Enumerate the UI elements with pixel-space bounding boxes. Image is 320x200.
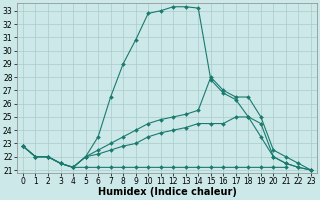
X-axis label: Humidex (Indice chaleur): Humidex (Indice chaleur) [98,187,236,197]
